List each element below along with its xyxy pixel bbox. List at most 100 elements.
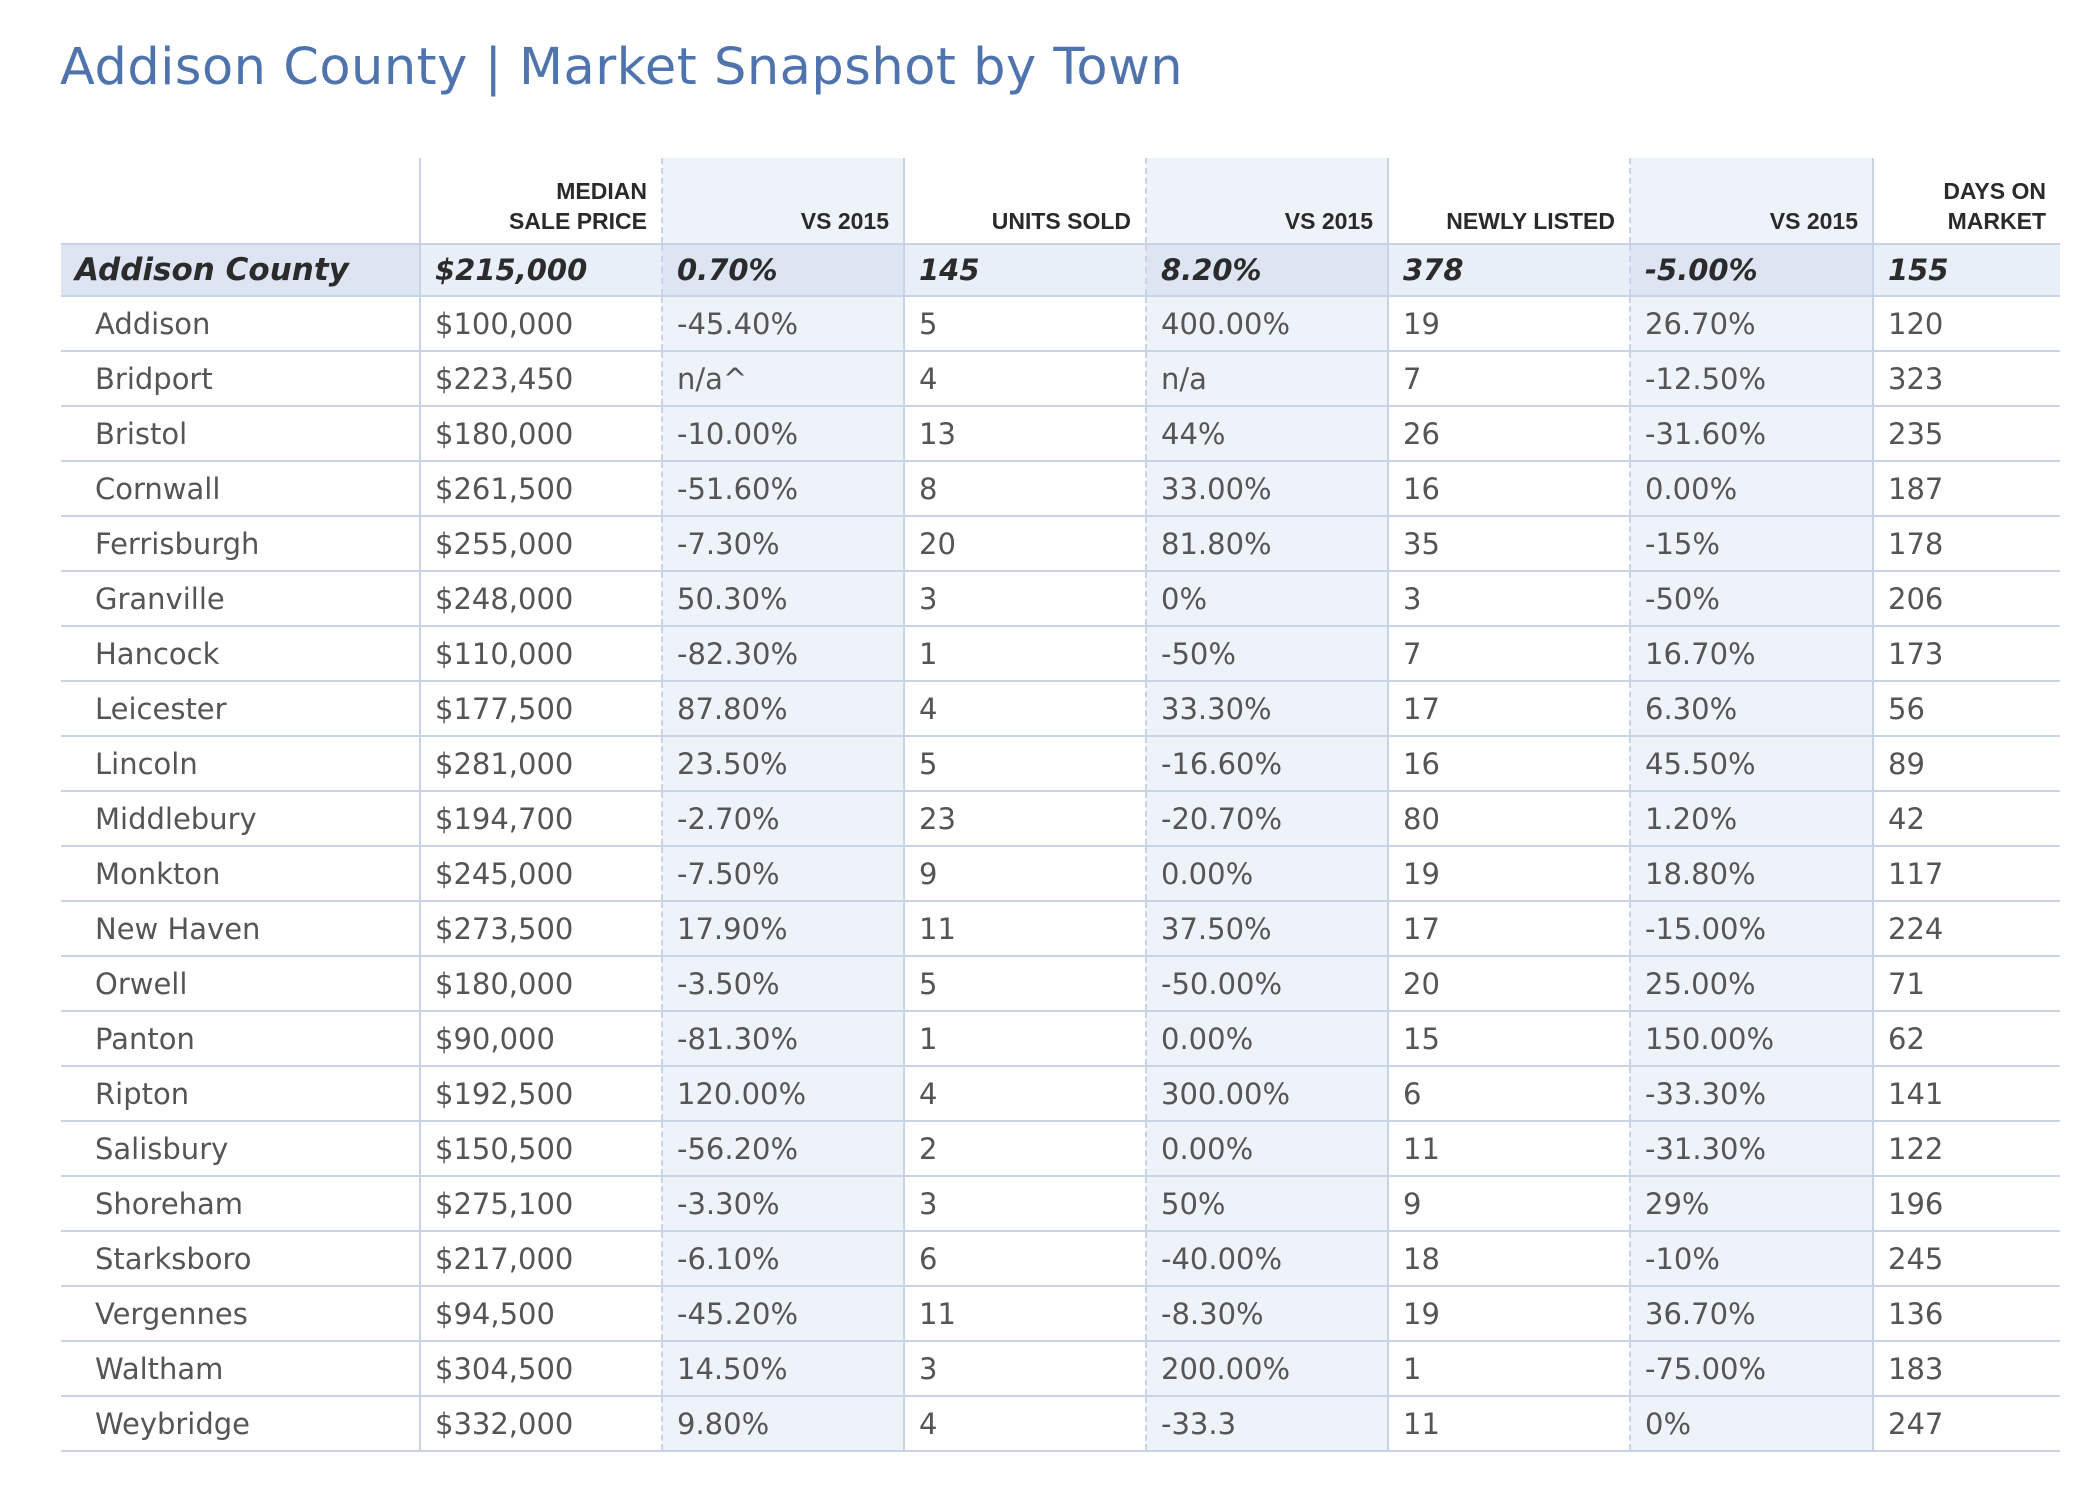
cell-town: Ripton — [61, 1066, 420, 1122]
cell-units-change: n/a — [1145, 351, 1388, 407]
header-row: MEDIAN SALE PRICE VS 2015 UNITS SOLD VS … — [61, 158, 2060, 244]
cell-newly-listed: 11 — [1387, 1121, 1630, 1177]
cell-newly-listed: 3 — [1387, 571, 1630, 627]
cell-price-change: -56.20% — [661, 1121, 904, 1177]
cell-town: Lincoln — [61, 736, 420, 792]
cell-newly-listed: 19 — [1387, 846, 1630, 902]
table-row: Middlebury $194,700 -2.70% 23 -20.70% 80 1.20%… — [61, 791, 2060, 847]
table-row: Bridport $223,450 n/a^ 4 n/a 7 -12.50% 323 — [61, 351, 2060, 407]
cell-town: Monkton — [61, 846, 420, 902]
cell-median-price: $150,500 — [419, 1121, 662, 1177]
cell-units-change: -40.00% — [1145, 1231, 1388, 1287]
total-row: Addison County $215,000 0.70% 145 8.20% … — [61, 243, 2060, 297]
cell-price-change: -6.10% — [661, 1231, 904, 1287]
cell-listed-change: 36.70% — [1629, 1286, 1873, 1342]
table-row: Hancock $110,000 -82.30% 1 -50% 7 16.70% 173 — [61, 626, 2060, 682]
cell-units-sold: 9 — [903, 846, 1146, 902]
cell-town: Weybridge — [61, 1396, 420, 1452]
cell-town: Vergennes — [61, 1286, 420, 1342]
page-title: Addison County | Market Snapshot by Town — [60, 38, 1184, 97]
cell-units-sold: 3 — [903, 571, 1146, 627]
cell-days-on-market: 323 — [1872, 351, 2060, 407]
cell-units-change: 0% — [1145, 571, 1388, 627]
cell-units-sold: 11 — [903, 901, 1146, 957]
cell-units-change: 0.00% — [1145, 846, 1388, 902]
table-row: Monkton $245,000 -7.50% 9 0.00% 19 18.80% 117 — [61, 846, 2060, 902]
cell-price-change: -51.60% — [661, 461, 904, 517]
cell-units-sold: 4 — [903, 351, 1146, 407]
cell-town: Bridport — [61, 351, 420, 407]
cell-units-sold: 1 — [903, 626, 1146, 682]
cell-newly-listed: 16 — [1387, 461, 1630, 517]
cell-town: Shoreham — [61, 1176, 420, 1232]
cell-listed-change: 26.70% — [1629, 296, 1873, 352]
cell-units-sold: 3 — [903, 1176, 1146, 1232]
cell-newly-listed: 18 — [1387, 1231, 1630, 1287]
cell-listed-change: -50% — [1629, 571, 1873, 627]
cell-days-on-market: 247 — [1872, 1396, 2060, 1452]
cell-units-sold: 5 — [903, 736, 1146, 792]
cell-median-price: $223,450 — [419, 351, 662, 407]
cell-listed-change: -31.60% — [1629, 406, 1873, 462]
cell-units-change: 400.00% — [1145, 296, 1388, 352]
cell-town: Hancock — [61, 626, 420, 682]
total-price-change: 0.70% — [661, 243, 904, 297]
cell-newly-listed: 20 — [1387, 956, 1630, 1012]
cell-days-on-market: 235 — [1872, 406, 2060, 462]
cell-median-price: $275,100 — [419, 1176, 662, 1232]
cell-newly-listed: 19 — [1387, 296, 1630, 352]
cell-town: Salisbury — [61, 1121, 420, 1177]
cell-days-on-market: 122 — [1872, 1121, 2060, 1177]
table-row: Weybridge $332,000 9.80% 4 -33.3 11 0% 247 — [61, 1396, 2060, 1452]
table-row: Lincoln $281,000 23.50% 5 -16.60% 16 45.50% 89 — [61, 736, 2060, 792]
cell-price-change: -7.50% — [661, 846, 904, 902]
cell-units-change: 81.80% — [1145, 516, 1388, 572]
cell-price-change: 120.00% — [661, 1066, 904, 1122]
cell-median-price: $180,000 — [419, 956, 662, 1012]
cell-units-change: -50.00% — [1145, 956, 1388, 1012]
cell-units-sold: 2 — [903, 1121, 1146, 1177]
cell-units-sold: 6 — [903, 1231, 1146, 1287]
cell-town: Bristol — [61, 406, 420, 462]
table-row: Ferrisburgh $255,000 -7.30% 20 81.80% 35 -15% 1… — [61, 516, 2060, 572]
header-days-on-market: DAYS ON MARKET — [1872, 158, 2060, 244]
cell-units-sold: 1 — [903, 1011, 1146, 1067]
table-row: Starksboro $217,000 -6.10% 6 -40.00% 18 -10% 24… — [61, 1231, 2060, 1287]
cell-town: Cornwall — [61, 461, 420, 517]
cell-town: Ferrisburgh — [61, 516, 420, 572]
cell-listed-change: 25.00% — [1629, 956, 1873, 1012]
cell-listed-change: 0.00% — [1629, 461, 1873, 517]
cell-listed-change: 18.80% — [1629, 846, 1873, 902]
total-units-change: 8.20% — [1145, 243, 1388, 297]
cell-newly-listed: 26 — [1387, 406, 1630, 462]
cell-listed-change: 150.00% — [1629, 1011, 1873, 1067]
cell-price-change: -10.00% — [661, 406, 904, 462]
header-listed-vs-2015: VS 2015 — [1629, 158, 1873, 244]
cell-median-price: $194,700 — [419, 791, 662, 847]
cell-units-sold: 5 — [903, 296, 1146, 352]
cell-newly-listed: 1 — [1387, 1341, 1630, 1397]
cell-units-change: 300.00% — [1145, 1066, 1388, 1122]
table-row: Bristol $180,000 -10.00% 13 44% 26 -31.60% 235 — [61, 406, 2060, 462]
cell-units-change: 50% — [1145, 1176, 1388, 1232]
cell-price-change: 17.90% — [661, 901, 904, 957]
cell-median-price: $217,000 — [419, 1231, 662, 1287]
cell-units-sold: 13 — [903, 406, 1146, 462]
total-units-sold: 145 — [903, 243, 1146, 297]
cell-newly-listed: 15 — [1387, 1011, 1630, 1067]
cell-listed-change: 16.70% — [1629, 626, 1873, 682]
cell-listed-change: -75.00% — [1629, 1341, 1873, 1397]
cell-median-price: $255,000 — [419, 516, 662, 572]
header-units-sold: UNITS SOLD — [903, 158, 1146, 244]
cell-units-change: -16.60% — [1145, 736, 1388, 792]
cell-listed-change: -15.00% — [1629, 901, 1873, 957]
table-row: Vergennes $94,500 -45.20% 11 -8.30% 19 36.70% 1… — [61, 1286, 2060, 1342]
cell-newly-listed: 6 — [1387, 1066, 1630, 1122]
cell-newly-listed: 7 — [1387, 626, 1630, 682]
cell-newly-listed: 35 — [1387, 516, 1630, 572]
cell-price-change: 9.80% — [661, 1396, 904, 1452]
header-town — [61, 158, 420, 244]
cell-price-change: 23.50% — [661, 736, 904, 792]
cell-median-price: $245,000 — [419, 846, 662, 902]
cell-price-change: 87.80% — [661, 681, 904, 737]
